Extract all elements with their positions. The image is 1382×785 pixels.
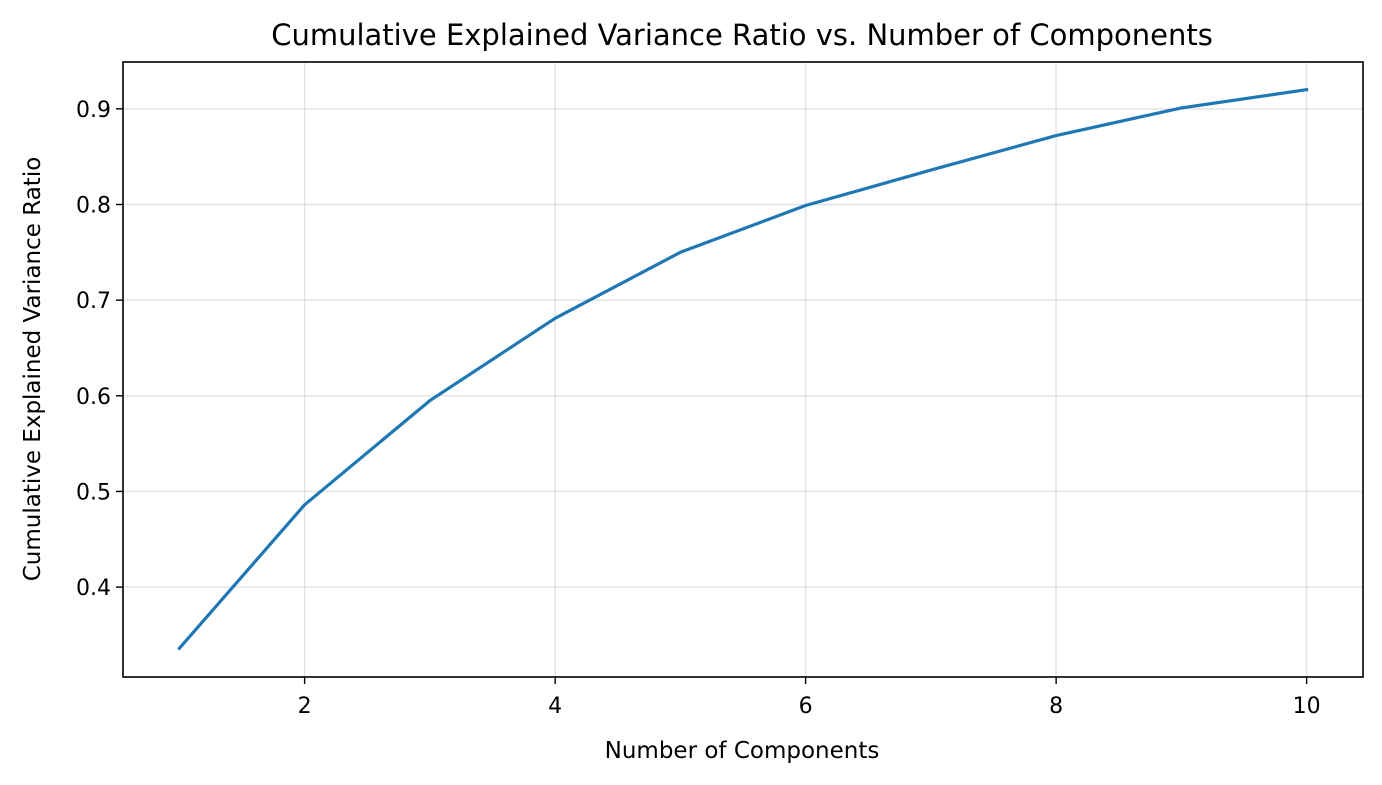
x-tick-label: 8 [1049, 694, 1063, 719]
series-line [177, 87, 1309, 651]
series-layer [177, 87, 1309, 651]
x-tick-label: 4 [548, 694, 562, 719]
chart-title: Cumulative Explained Variance Ratio vs. … [271, 18, 1213, 52]
x-axis-ticks: 2 4 6 8 10 [298, 677, 1321, 719]
y-axis-label: Cumulative Explained Variance Ratio [20, 157, 46, 582]
x-tick-label: 6 [799, 694, 813, 719]
y-tick-label: 0.7 [76, 289, 111, 314]
y-tick-label: 0.5 [76, 480, 111, 505]
plot-frame [122, 61, 1364, 678]
x-tick-label: 10 [1293, 694, 1321, 719]
x-axis-label: Number of Components [605, 738, 880, 764]
y-tick-label: 0.4 [76, 576, 111, 601]
y-axis-ticks: 0.4 0.5 0.6 0.7 0.8 0.9 [76, 98, 123, 601]
y-tick-label: 0.9 [76, 98, 111, 123]
y-tick-label: 0.6 [76, 385, 111, 410]
x-tick-label: 2 [298, 694, 312, 719]
grid-layer [123, 62, 1363, 677]
y-tick-label: 0.8 [76, 194, 111, 219]
